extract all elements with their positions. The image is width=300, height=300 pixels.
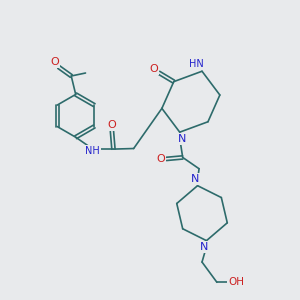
Text: O: O (156, 154, 165, 164)
Text: HN: HN (189, 59, 204, 69)
Text: O: O (108, 120, 116, 130)
Text: OH: OH (228, 277, 244, 287)
Text: NH: NH (85, 146, 100, 156)
Text: O: O (51, 57, 60, 67)
Text: N: N (190, 174, 199, 184)
Text: N: N (178, 134, 186, 144)
Text: N: N (200, 242, 208, 252)
Text: O: O (149, 64, 158, 74)
